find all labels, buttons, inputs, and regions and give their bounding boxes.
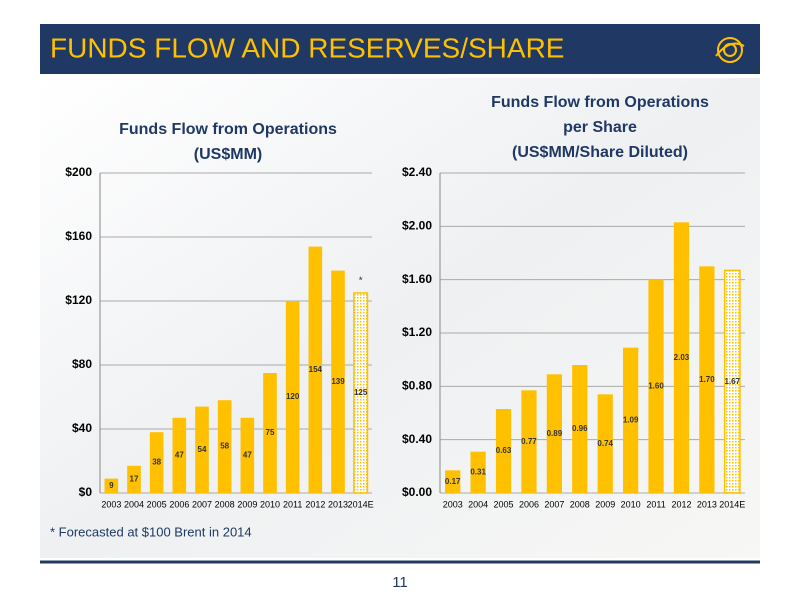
data-label: 0.77	[521, 437, 537, 446]
x-tick-label: 2004	[468, 499, 488, 509]
data-label: 0.89	[547, 429, 563, 438]
y-tick-label: $1.20	[402, 325, 432, 339]
data-label: 0.31	[470, 467, 486, 476]
y-tick-label: $2.40	[402, 165, 432, 179]
bar	[673, 222, 690, 494]
data-label: 1.70	[699, 375, 715, 384]
y-tick-label: $0.40	[402, 432, 432, 446]
bar	[308, 246, 323, 493]
bar	[597, 394, 613, 493]
data-label: 0.96	[572, 424, 588, 433]
y-tick-label: $80	[72, 357, 92, 371]
x-tick-label: 2012	[671, 499, 691, 509]
bar	[445, 470, 461, 493]
y-tick-label: $0.80	[402, 379, 432, 393]
x-tick-label: 2012	[305, 499, 325, 509]
bar	[149, 432, 164, 493]
bar	[240, 417, 255, 493]
data-label: 9	[109, 481, 114, 490]
page-number: 11	[392, 574, 408, 591]
bar	[699, 266, 715, 493]
header-bar	[40, 24, 760, 74]
y-tick-label: $0	[79, 485, 93, 499]
data-label: 120	[286, 392, 300, 401]
data-label: 1.09	[623, 415, 639, 424]
x-tick-label: 2003	[443, 499, 463, 509]
footnote: * Forecasted at $100 Brent in 2014	[50, 524, 252, 539]
bar	[127, 465, 141, 493]
x-tick-label: 2010	[621, 499, 641, 509]
x-tick-label: 2008	[215, 499, 235, 509]
x-tick-label: 2007	[544, 499, 564, 509]
data-label: 0.63	[496, 446, 512, 455]
data-label: 47	[243, 451, 252, 460]
data-label: 125	[354, 388, 368, 397]
chart-title: (US$MM/Share Diluted)	[512, 144, 688, 161]
x-tick-label: 2005	[494, 499, 514, 509]
x-tick-label: 2014E	[719, 499, 745, 509]
bar	[195, 406, 209, 493]
data-label: 1.60	[648, 381, 664, 390]
bar	[353, 292, 369, 494]
x-tick-label: 2010	[260, 499, 280, 509]
bar	[648, 279, 664, 493]
x-tick-label: 2009	[595, 499, 615, 509]
data-label: 75	[266, 428, 275, 437]
logo	[715, 37, 745, 63]
x-tick-label: 2014E	[348, 499, 374, 509]
y-tick-label: $2.00	[402, 219, 432, 233]
bar	[623, 347, 639, 493]
chart-title: (US$MM)	[194, 146, 262, 163]
chart-title: per Share	[563, 119, 637, 136]
bar	[263, 373, 277, 493]
header-title: FUNDS FLOW AND RESERVES/SHARE	[50, 32, 564, 63]
y-tick-label: $120	[65, 293, 92, 307]
y-tick-label: $0.00	[402, 485, 432, 499]
x-tick-label: 2007	[192, 499, 212, 509]
x-tick-label: 2006	[169, 499, 189, 509]
x-tick-label: 2008	[570, 499, 590, 509]
x-tick-label: 2003	[101, 499, 121, 509]
bar	[495, 409, 512, 493]
x-tick-label: 2004	[124, 499, 144, 509]
x-tick-label: 2013	[328, 499, 348, 509]
x-tick-label: 2011	[646, 499, 665, 509]
bar	[285, 301, 300, 493]
data-label: 38	[152, 458, 161, 467]
bar	[217, 400, 232, 493]
data-label: 139	[331, 377, 345, 386]
bar	[521, 390, 537, 493]
annotation: *	[359, 276, 363, 287]
data-label: 154	[309, 365, 323, 374]
data-label: 0.17	[445, 477, 461, 486]
y-tick-label: $160	[65, 229, 92, 243]
y-tick-label: $40	[72, 421, 92, 435]
x-tick-label: 2006	[519, 499, 539, 509]
x-tick-label: 2011	[283, 499, 302, 509]
y-tick-label: $1.60	[402, 272, 432, 286]
bar	[470, 451, 486, 493]
chart-title: Funds Flow from Operations	[491, 94, 709, 111]
bar	[546, 374, 562, 493]
data-label: 0.74	[597, 439, 613, 448]
x-tick-label: 2013	[697, 499, 717, 509]
bar	[572, 365, 588, 493]
data-label: 1.67	[725, 377, 741, 386]
data-label: 2.03	[674, 353, 690, 362]
x-tick-label: 2009	[237, 499, 257, 509]
data-label: 54	[198, 445, 207, 454]
chart-title: Funds Flow from Operations	[119, 121, 337, 138]
data-label: 58	[220, 442, 229, 451]
data-label: 17	[130, 475, 139, 484]
data-label: 47	[175, 451, 184, 460]
x-tick-label: 2005	[147, 499, 167, 509]
y-tick-label: $200	[65, 165, 92, 179]
bar	[172, 417, 187, 493]
bar	[104, 478, 119, 493]
bar	[723, 269, 741, 494]
bar	[331, 270, 345, 493]
